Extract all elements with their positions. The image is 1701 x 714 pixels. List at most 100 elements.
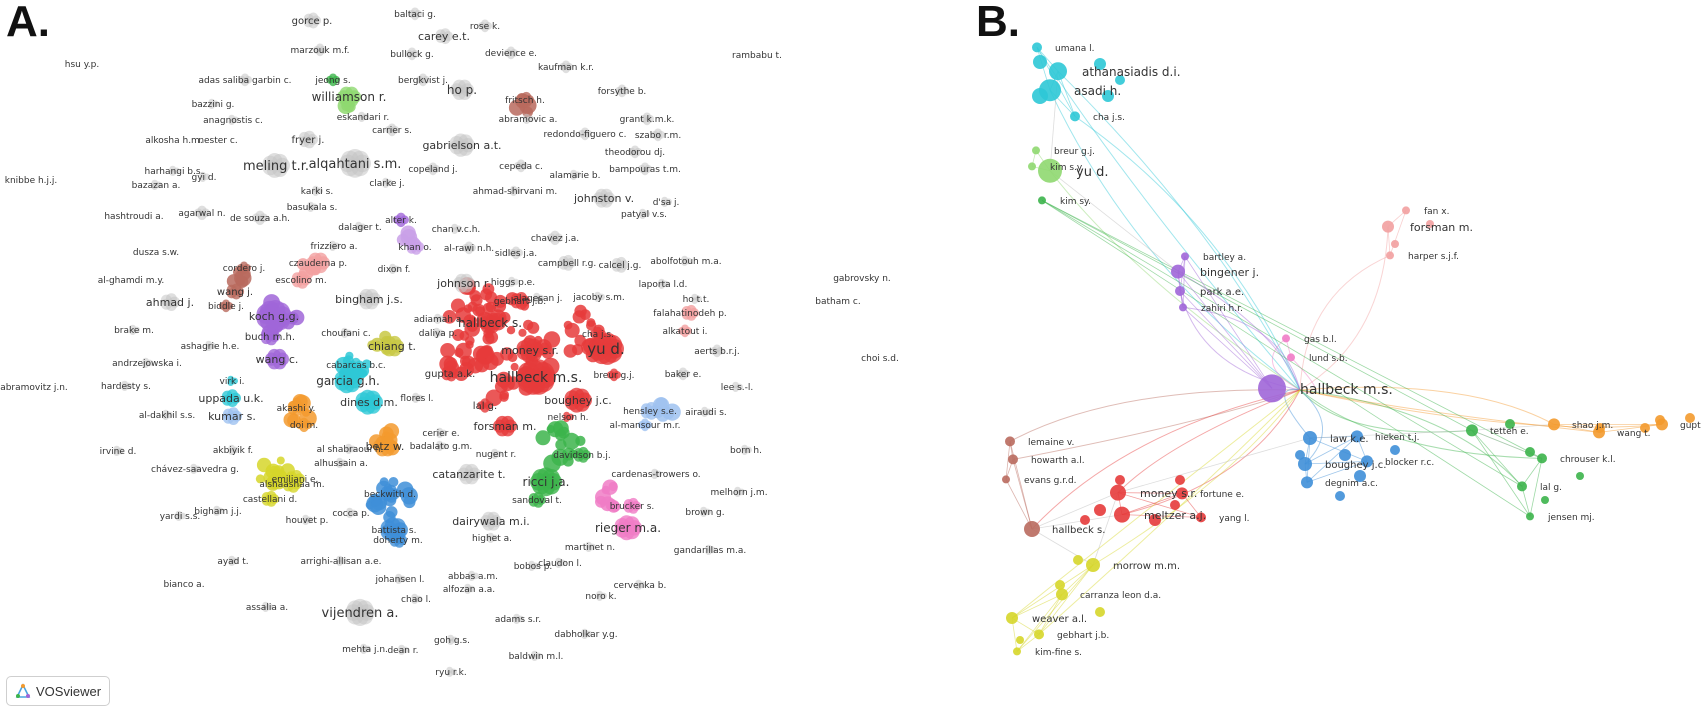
author-label-a[interactable]: virk i.: [220, 377, 245, 387]
author-bubble[interactable]: [440, 28, 451, 39]
author-bubble[interactable]: [408, 47, 416, 56]
author-bubble[interactable]: [641, 162, 649, 171]
author-label-a[interactable]: breur g.j.: [594, 371, 635, 381]
author-label-a[interactable]: wang c.: [256, 353, 299, 366]
author-label-a[interactable]: patyal v.s.: [621, 210, 667, 220]
author-bubble[interactable]: [624, 516, 640, 532]
author-label-a[interactable]: harhangi b.s.: [145, 167, 204, 177]
author-bubble[interactable]: [533, 491, 544, 502]
author-bubble[interactable]: [481, 19, 489, 28]
author-bubble[interactable]: [355, 221, 362, 229]
author-label-a[interactable]: doi m.: [290, 421, 318, 431]
author-bubble[interactable]: [596, 590, 603, 598]
author-label-b[interactable]: park a.e.: [1200, 287, 1244, 298]
author-node[interactable]: [1176, 487, 1188, 500]
author-label-a[interactable]: dines d.m.: [340, 396, 398, 409]
author-label-a[interactable]: flores l.: [400, 394, 433, 404]
author-bubble[interactable]: [314, 252, 328, 266]
author-label-a[interactable]: dixon f.: [378, 265, 411, 275]
author-label-a[interactable]: falahatinodeh p.: [653, 309, 727, 319]
author-bubble[interactable]: [550, 230, 560, 240]
author-label-b[interactable]: fortune e.: [1200, 490, 1244, 500]
author-node[interactable]: [1282, 334, 1290, 343]
author-node[interactable]: [1006, 612, 1018, 624]
author-label-b[interactable]: kim-fine s.: [1035, 648, 1082, 658]
author-bubble[interactable]: [639, 208, 646, 216]
author-label-a[interactable]: nugent r.: [476, 450, 517, 460]
author-label-a[interactable]: alhussain a.: [314, 459, 368, 469]
author-bubble[interactable]: [486, 312, 500, 326]
author-label-a[interactable]: cocca p.: [332, 509, 369, 519]
author-label-a[interactable]: alkatout i.: [662, 327, 707, 337]
author-node[interactable]: [1335, 491, 1345, 501]
author-label-a[interactable]: yu d.: [587, 340, 624, 358]
author-label-a[interactable]: cepeda c.: [499, 162, 543, 172]
author-bubble[interactable]: [208, 98, 215, 106]
author-label-b[interactable]: lemaine v.: [1028, 438, 1074, 448]
author-label-a[interactable]: forsman m.: [474, 420, 537, 433]
vosviewer-badge[interactable]: VOSviewer: [6, 676, 110, 706]
author-bubble[interactable]: [312, 185, 319, 193]
author-node[interactable]: [1024, 521, 1040, 537]
author-bubble[interactable]: [299, 417, 309, 427]
author-bubble[interactable]: [307, 201, 314, 209]
author-label-a[interactable]: copeland j.: [408, 165, 457, 175]
author-label-a[interactable]: fritsch h.: [505, 96, 545, 106]
author-label-a[interactable]: anagnostis c.: [203, 116, 263, 126]
author-label-a[interactable]: melhorn j.m.: [710, 488, 767, 498]
author-label-b[interactable]: fan x.: [1424, 207, 1449, 217]
author-label-a[interactable]: claudon l.: [538, 559, 582, 569]
author-label-a[interactable]: johansen l.: [374, 575, 424, 585]
author-label-a[interactable]: koch g.g.: [249, 310, 299, 323]
author-bubble[interactable]: [351, 150, 369, 169]
author-label-a[interactable]: mehta j.n.: [342, 645, 388, 655]
author-bubble[interactable]: [296, 271, 308, 282]
author-bubble[interactable]: [197, 205, 207, 215]
author-bubble[interactable]: [228, 555, 235, 563]
author-node[interactable]: [1056, 588, 1068, 601]
author-bubble[interactable]: [581, 628, 588, 636]
author-node[interactable]: [1175, 286, 1185, 296]
author-bubble[interactable]: [446, 365, 457, 376]
author-label-a[interactable]: beckwith d.: [364, 490, 416, 500]
author-label-a[interactable]: al-ghamdi m.y.: [98, 276, 165, 286]
author-bubble[interactable]: [681, 255, 688, 263]
author-label-a[interactable]: alagesan j.: [514, 294, 563, 304]
author-label-a[interactable]: chavez j.a.: [531, 234, 579, 244]
author-node[interactable]: [1170, 500, 1180, 510]
author-label-a[interactable]: irvine d.: [100, 447, 137, 457]
author-label-a[interactable]: abbas a.m.: [448, 572, 498, 582]
author-label-a[interactable]: martinet n.: [565, 543, 615, 553]
author-label-a[interactable]: basukala s.: [287, 203, 338, 213]
author-label-a[interactable]: castellani d.: [243, 495, 297, 505]
author-label-a[interactable]: eskandari r.: [337, 113, 390, 123]
author-label-a[interactable]: laporta l.d.: [639, 280, 688, 290]
author-bubble[interactable]: [412, 392, 419, 400]
author-node[interactable]: [1196, 512, 1206, 523]
author-label-b[interactable]: howarth a.l.: [1031, 456, 1085, 466]
author-label-a[interactable]: gandarillas m.a.: [674, 546, 746, 556]
author-node[interactable]: [1115, 75, 1125, 85]
author-label-a[interactable]: brucker s.: [610, 502, 655, 512]
author-node[interactable]: [1008, 454, 1018, 465]
author-bubble[interactable]: [491, 448, 498, 456]
author-label-a[interactable]: lal g.: [473, 401, 497, 412]
author-label-a[interactable]: dairywala m.i.: [452, 515, 530, 528]
author-bubble[interactable]: [165, 293, 177, 305]
author-bubble[interactable]: [465, 463, 479, 478]
author-label-a[interactable]: higgs p.e.: [491, 278, 535, 288]
author-bubble[interactable]: [345, 86, 359, 100]
author-bubble[interactable]: [447, 634, 454, 642]
author-label-a[interactable]: batham c.: [815, 297, 860, 307]
author-label-a[interactable]: marzouk m.f.: [291, 46, 350, 56]
author-node[interactable]: [1080, 515, 1090, 525]
author-label-a[interactable]: vijendren a.: [322, 606, 399, 621]
author-node[interactable]: [1032, 146, 1040, 155]
author-node[interactable]: [1028, 162, 1036, 171]
author-node[interactable]: [1016, 636, 1024, 644]
author-label-b[interactable]: lund s.b.: [1309, 354, 1348, 364]
author-label-a[interactable]: alkosha h.m.: [145, 136, 202, 146]
author-label-a[interactable]: hashtroudi a.: [104, 212, 163, 222]
author-label-a[interactable]: buch m.h.: [245, 332, 295, 343]
author-bubble[interactable]: [691, 293, 698, 301]
